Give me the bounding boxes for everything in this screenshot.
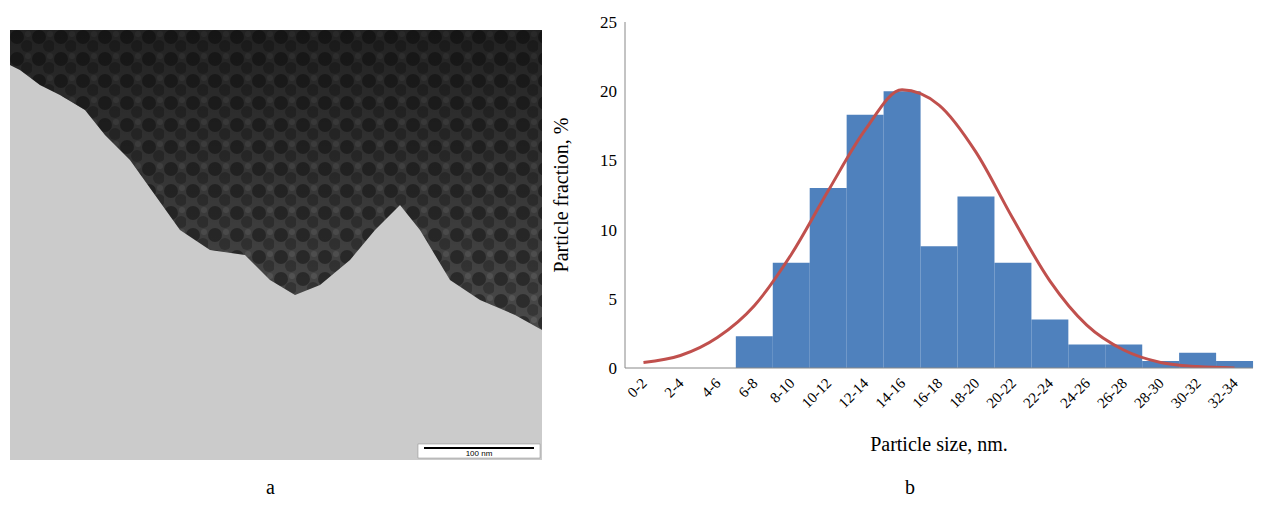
svg-text:0: 0	[609, 359, 618, 378]
svg-text:4-6: 4-6	[698, 375, 724, 401]
svg-text:32-34: 32-34	[1205, 375, 1241, 411]
svg-text:22-24: 22-24	[1020, 375, 1056, 411]
svg-text:18-20: 18-20	[946, 375, 982, 411]
svg-text:20: 20	[600, 82, 617, 101]
svg-text:Particle size, nm.: Particle size, nm.	[870, 433, 1008, 455]
svg-text:10: 10	[600, 221, 617, 240]
svg-text:24-26: 24-26	[1057, 375, 1093, 411]
svg-text:8-10: 8-10	[767, 375, 798, 406]
svg-text:100 nm: 100 nm	[466, 449, 493, 458]
svg-text:28-30: 28-30	[1131, 375, 1167, 411]
svg-text:16-18: 16-18	[909, 375, 945, 411]
svg-text:10-12: 10-12	[798, 375, 834, 411]
svg-text:25: 25	[600, 13, 617, 32]
svg-text:Particle fraction, %: Particle fraction, %	[550, 118, 572, 273]
html-text:a: a	[266, 476, 275, 498]
svg-text:12-14: 12-14	[835, 375, 871, 411]
svg-text:6-8: 6-8	[735, 375, 760, 400]
svg-text:0-2: 0-2	[624, 375, 649, 400]
svg-text:15: 15	[600, 151, 617, 170]
svg-text:30-32: 30-32	[1168, 375, 1204, 411]
svg-text:14-16: 14-16	[872, 375, 908, 411]
svg-text:5: 5	[609, 290, 618, 309]
svg-text:20-22: 20-22	[983, 375, 1019, 411]
html-text:b: b	[905, 476, 915, 498]
svg-text:2-4: 2-4	[661, 375, 687, 401]
svg-text:26-28: 26-28	[1094, 375, 1130, 411]
